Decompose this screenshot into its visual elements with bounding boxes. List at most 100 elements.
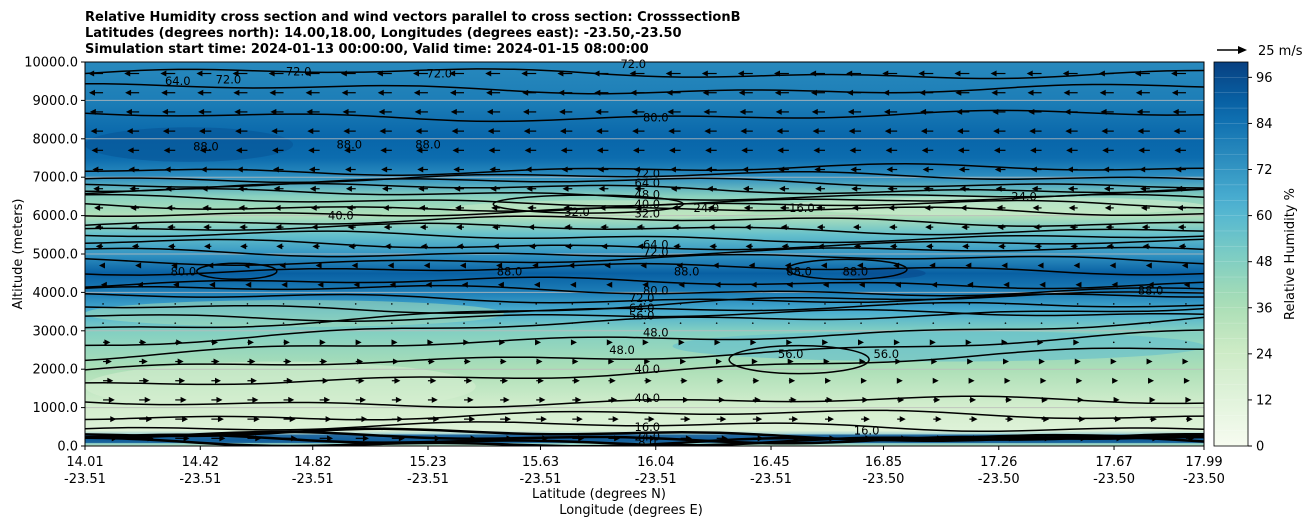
- wind-vector-head: [925, 243, 932, 250]
- wind-vector-head: [709, 243, 716, 250]
- wind-vector-head: [128, 166, 135, 173]
- wind-vector-head: [270, 108, 277, 115]
- wind-vector-head: [1028, 108, 1035, 115]
- x-axis-label-lat: Latitude (degrees N): [532, 487, 666, 502]
- wind-vector-head: [90, 128, 97, 135]
- wind-vector-head: [750, 281, 757, 288]
- wind-vector-head: [433, 416, 440, 423]
- wind-vector-head: [593, 70, 600, 77]
- contour-line: [85, 301, 1204, 314]
- wind-vector-head: [919, 89, 926, 96]
- x-tick-label-lon: -23.51: [750, 472, 792, 487]
- wind-vector: [860, 303, 862, 305]
- wind-vector-head: [1037, 262, 1044, 269]
- wind-vector-head: [269, 89, 276, 96]
- y-tick-label: 2000.0: [33, 363, 79, 378]
- wind-vector-head: [993, 128, 1000, 135]
- wind-vector-head: [780, 224, 787, 231]
- contour-loop: [196, 262, 278, 281]
- wind-vector-head: [932, 377, 939, 384]
- wind-vector-head: [104, 339, 111, 346]
- wind-vector-head: [754, 396, 761, 403]
- y-tick-label: 9000.0: [33, 94, 79, 109]
- contour-label: 72.0: [620, 57, 646, 71]
- wind-vector-head: [523, 108, 530, 115]
- wind-vector-head: [934, 396, 941, 403]
- wind-vector-head: [1070, 243, 1077, 250]
- wind-vector-head: [575, 396, 582, 403]
- contour-label: 56.0: [629, 308, 655, 322]
- wind-vector-head: [560, 147, 567, 154]
- wind-vector-head: [810, 89, 817, 96]
- wind-vector-head: [820, 262, 827, 269]
- wind-vector-head: [1112, 377, 1119, 384]
- wind-vector: [246, 322, 249, 324]
- wind-vector-head: [452, 147, 459, 154]
- wind-vector-head: [958, 166, 965, 173]
- contour-label: 72.0: [643, 245, 669, 259]
- wind-vector-head: [1001, 262, 1008, 269]
- x-tick-label-lat: 17.26: [980, 455, 1017, 470]
- y-axis-label: Altitude (meters): [11, 199, 26, 310]
- wind-vector-head: [1003, 358, 1010, 365]
- wind-vector-head: [559, 108, 566, 115]
- wind-vector-head: [1176, 204, 1183, 211]
- wind-vector-head: [814, 166, 821, 173]
- wind-vector-head: [534, 281, 541, 288]
- wind-vector-head: [522, 89, 529, 96]
- wind-vector: [571, 322, 574, 324]
- wind-vector-head: [542, 435, 549, 442]
- wind-vector-head: [993, 147, 1000, 154]
- wind-vector-head: [201, 185, 208, 192]
- wind-vector-head: [889, 224, 896, 231]
- wind-vector-head: [425, 281, 432, 288]
- wind-vector-head: [1171, 89, 1178, 96]
- wind-vector-head: [93, 185, 100, 192]
- contour-label: 64.0: [165, 74, 191, 88]
- wind-vector-head: [578, 435, 585, 442]
- wind-vector-head: [860, 377, 867, 384]
- wind-vector-head: [273, 185, 280, 192]
- wind-vector-head: [99, 262, 106, 269]
- contour-label: 8.0: [638, 435, 656, 449]
- wind-vector-head: [341, 89, 348, 96]
- wind-vector-head: [505, 416, 512, 423]
- wind-vector-head: [612, 416, 619, 423]
- wind-vector-head: [450, 108, 457, 115]
- wind-vector-head: [967, 358, 974, 365]
- wind-vector-head: [216, 396, 223, 403]
- wind-vector-head: [703, 108, 710, 115]
- wind-vector-head: [343, 128, 350, 135]
- wind-vector-head: [899, 416, 906, 423]
- wind-vector: [354, 303, 357, 305]
- wind-vector: [174, 322, 177, 324]
- wind-vector-head: [327, 435, 334, 442]
- wind-vector-head: [486, 89, 493, 96]
- wind-vector-head: [857, 262, 864, 269]
- wind-vector-head: [1140, 185, 1147, 192]
- wind-vector-head: [166, 204, 173, 211]
- wind-vector-head: [361, 416, 368, 423]
- wind-vector-head: [285, 358, 292, 365]
- contour-label: 72.0: [216, 72, 242, 86]
- wind-vector-head: [743, 204, 750, 211]
- wind-vector: [318, 322, 321, 324]
- wind-vector-head: [524, 147, 531, 154]
- y-tick-label: 4000.0: [33, 286, 79, 301]
- wind-vector-head: [846, 70, 853, 77]
- contour-label: 24.0: [1011, 189, 1037, 203]
- contour-loop: [786, 258, 908, 281]
- wind-vector-head: [676, 262, 683, 269]
- quiver-key-label: 25 m/s: [1258, 44, 1303, 59]
- wind-vector-head: [893, 339, 900, 346]
- wind-vector-head: [852, 224, 859, 231]
- wind-vector-head: [706, 166, 713, 173]
- colorbar-tick-label: 84: [1256, 117, 1273, 132]
- wind-vector-head: [240, 243, 247, 250]
- y-tick-label: 8000.0: [33, 132, 79, 147]
- x-tick-label-lon: -23.50: [978, 472, 1020, 487]
- colorbar-tick-label: 48: [1256, 255, 1273, 270]
- wind-vector: [1149, 341, 1151, 344]
- wind-vector-head: [486, 108, 493, 115]
- wind-vector: [282, 303, 285, 305]
